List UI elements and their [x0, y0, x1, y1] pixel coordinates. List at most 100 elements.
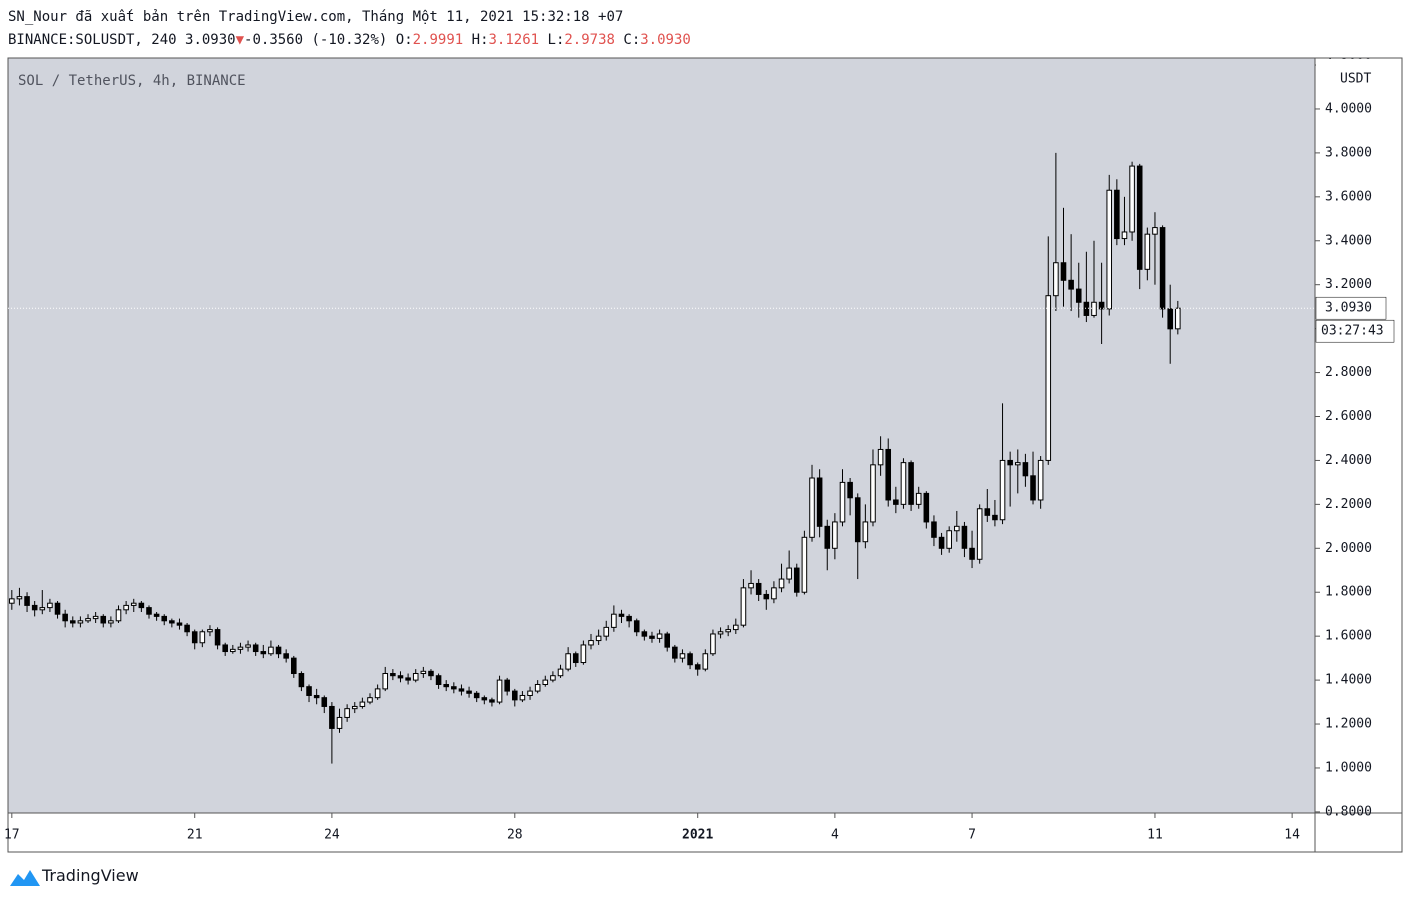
candle-body	[428, 670, 434, 677]
candle-body	[908, 462, 914, 505]
candle-body	[1114, 189, 1120, 240]
candle-body	[252, 644, 259, 653]
candle-body	[550, 675, 556, 681]
candle-body	[367, 697, 373, 703]
candle-body	[146, 607, 152, 615]
candle-body	[542, 679, 549, 685]
candle-body	[1007, 459, 1013, 466]
candle-body	[893, 499, 899, 505]
candle-body	[702, 653, 709, 670]
candle-body	[390, 673, 396, 677]
candle-body	[359, 701, 366, 707]
candle-body	[938, 536, 945, 549]
candle-body	[992, 514, 998, 521]
candle-body	[443, 683, 449, 688]
y-tick-label: 3.6000	[1325, 189, 1372, 204]
l-value: 2.9738	[564, 32, 615, 48]
candle-body	[778, 578, 785, 589]
candle-body	[298, 673, 305, 688]
candle-body	[656, 633, 663, 639]
candle-body	[687, 653, 693, 666]
candle-body	[451, 686, 457, 690]
candle-body	[237, 646, 244, 650]
candle-body	[1091, 301, 1097, 316]
c-label: C:	[623, 32, 641, 48]
candle-body	[245, 644, 251, 648]
last: 3.0930	[185, 32, 236, 48]
x-tick-label: 24	[324, 828, 340, 843]
candle-body	[854, 497, 861, 543]
candle-body	[184, 624, 190, 633]
y-tick-label: 1.0000	[1325, 760, 1372, 775]
y-tick-label: 1.8000	[1325, 585, 1372, 600]
candle-body	[946, 530, 952, 549]
candle-body	[664, 633, 671, 648]
candle-body	[1159, 227, 1166, 310]
countdown-label: 03:27:43	[1321, 324, 1384, 339]
candle-body	[793, 567, 800, 593]
candle-body	[92, 615, 99, 620]
candle-body	[374, 688, 381, 699]
candle-body	[626, 615, 632, 622]
candle-body	[839, 481, 846, 523]
candle-body	[847, 481, 853, 499]
candle-body	[588, 640, 594, 646]
candle-body	[435, 675, 442, 685]
candle-body	[1045, 295, 1052, 461]
candle-body	[161, 615, 168, 622]
candle-body	[321, 697, 328, 707]
candle-body	[1060, 262, 1067, 281]
candle-body	[504, 679, 510, 692]
candle-body	[1175, 307, 1181, 330]
symbol: BINANCE:SOLUSDT, 240	[8, 32, 177, 48]
candle-body	[755, 582, 762, 595]
y-tick-label: 1.6000	[1325, 629, 1372, 644]
candle-body	[1068, 279, 1074, 290]
candle-body	[633, 620, 640, 633]
candle-body	[999, 459, 1006, 521]
candle-body	[130, 602, 137, 606]
logo-icon	[10, 870, 40, 886]
candle-body	[915, 492, 922, 505]
candle-body	[291, 657, 297, 675]
candle-body	[123, 604, 129, 611]
candle-body	[748, 582, 754, 589]
candle-body	[199, 631, 206, 644]
candle-body	[611, 613, 617, 628]
candle-body	[39, 607, 46, 611]
candle-body	[740, 587, 747, 626]
candle-body	[85, 618, 91, 622]
candle-body	[877, 448, 884, 466]
y-axis-label: USDT	[1340, 72, 1371, 87]
candle-body	[313, 694, 320, 699]
candle-body	[641, 631, 648, 637]
candle-body	[618, 613, 625, 617]
candle-body	[1167, 308, 1173, 330]
y-tick-label: 2.4000	[1325, 453, 1372, 468]
candle-body	[603, 626, 610, 637]
candle-body	[138, 602, 145, 609]
y-tick-label: 0.8000	[1325, 804, 1372, 819]
quote-line: BINANCE:SOLUSDT, 240 3.0930▼-0.3560 (-10…	[8, 29, 691, 52]
x-tick-label: 2021	[682, 828, 713, 843]
candle-body	[1053, 262, 1059, 297]
candle-body	[809, 477, 815, 538]
candle-body	[923, 492, 930, 523]
candle-body	[466, 690, 472, 694]
x-tick-label: 11	[1147, 828, 1163, 843]
candle-body	[976, 508, 983, 560]
candle-body	[275, 646, 282, 655]
candle-body	[1106, 189, 1113, 310]
candle-body	[176, 622, 183, 626]
candle-body	[832, 521, 838, 549]
arrow: ▼	[235, 32, 245, 48]
candle-body	[1014, 462, 1021, 466]
candle-body	[283, 653, 289, 659]
candle-body	[108, 620, 114, 624]
y-tick-label: 4.0000	[1325, 101, 1372, 116]
last-price-label: 3.0930	[1325, 301, 1372, 316]
candle-body	[1136, 165, 1143, 270]
candle-body	[268, 646, 274, 655]
candle-body	[527, 690, 533, 696]
